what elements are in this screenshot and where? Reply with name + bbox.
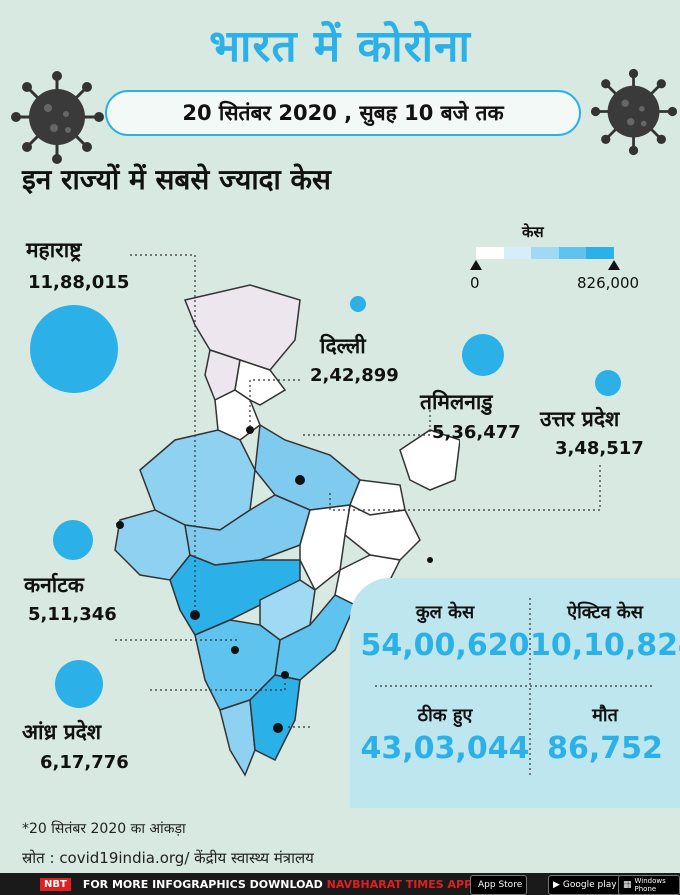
app-store-label: App Store — [478, 880, 523, 890]
date-text: 20 सितंबर 2020 , सुबह 10 बजे तक — [182, 101, 504, 125]
total-cases-value: 54,00,620 — [360, 628, 530, 663]
state-name-karnataka: कर्नाटक — [24, 573, 84, 597]
state-cases-karnataka: 5,11,346 — [28, 604, 117, 625]
total-cases-label: कुल केस — [415, 602, 475, 623]
footer-app-name[interactable]: NAVBHARAT TIMES APP — [326, 877, 473, 891]
bubble-delhi — [350, 296, 366, 312]
legend-swatch — [503, 247, 532, 259]
page-title: भारत में कोरोना — [209, 21, 471, 72]
state-name-uttar-pradesh: उत्तर प्रदेश — [540, 407, 620, 431]
virus-icon — [11, 71, 104, 164]
recovered-value: 43,03,044 — [360, 731, 530, 766]
nbt-logo[interactable]: NBT — [40, 877, 71, 891]
legend-swatch — [558, 247, 587, 259]
footer-promo: FOR MORE INFOGRAPHICS DOWNLOAD NAVBHARAT… — [83, 878, 472, 891]
state-name-tamilnadu: तमिलनाडु — [420, 390, 493, 414]
google-play-label: Google play — [562, 880, 617, 890]
windows-phone-badge[interactable]: ▦ Windows Phone — [618, 875, 680, 895]
state-name-delhi: दिल्ली — [320, 334, 366, 358]
india-map — [114, 284, 460, 777]
legend-markers — [470, 260, 620, 270]
national-stats-panel: कुल केस 54,00,620 ऐक्टिव केस 10,10,824 ठ… — [350, 578, 680, 808]
stats-dividers — [375, 598, 655, 778]
state-cases-uttar-pradesh: 3,48,517 — [555, 438, 644, 459]
legend-swatch — [586, 247, 614, 259]
legend-min-label: 0 — [470, 274, 480, 292]
active-cases-label: ऐक्टिव केस — [567, 602, 643, 623]
bubble-uttar-pradesh — [595, 370, 621, 396]
bubble-karnataka — [53, 520, 93, 560]
state-cases-tamilnadu: 5,36,477 — [432, 422, 521, 443]
play-icon: ▶ — [553, 880, 560, 890]
google-play-badge[interactable]: ▶ Google play — [548, 875, 622, 895]
windows-icon: ▦ — [623, 880, 632, 890]
legend-color-scale — [476, 247, 614, 259]
deaths-value: 86,752 — [547, 731, 663, 766]
bubble-tamilnadu — [462, 334, 504, 376]
section-subtitle: इन राज्यों में सबसे ज्यादा केस — [22, 163, 331, 196]
legend-swatch — [531, 247, 559, 259]
legend-swatch — [476, 247, 504, 259]
deaths-label: मौत — [592, 705, 618, 726]
legend-title: केस — [522, 223, 544, 241]
active-cases-value: 10,10,824 — [530, 628, 680, 663]
bubble-maharashtra — [30, 305, 118, 393]
state-cases-maharashtra: 11,88,015 — [28, 272, 130, 293]
legend-max-label: 826,000 — [577, 274, 640, 292]
bubble-andhra-pradesh — [55, 660, 103, 708]
footnote: *20 सितंबर 2020 का आंकड़ा — [22, 821, 186, 837]
recovered-label: ठीक हुए — [417, 705, 473, 726]
state-name-maharashtra: महाराष्ट्र — [26, 238, 82, 262]
state-cases-andhra-pradesh: 6,17,776 — [40, 752, 129, 773]
date-banner: 20 सितंबर 2020 , सुबह 10 बजे तक — [105, 90, 581, 136]
windows-label: Windows Phone — [634, 877, 666, 893]
footer-promo-text: FOR MORE INFOGRAPHICS DOWNLOAD — [82, 877, 323, 891]
app-store-badge[interactable]: App Store — [470, 875, 528, 895]
state-name-andhra-pradesh: आंध्र प्रदेश — [22, 720, 102, 744]
source-line: स्रोत : covid19india.org/ केंद्रीय स्वास… — [22, 849, 314, 867]
virus-icon — [590, 68, 678, 156]
state-cases-delhi: 2,42,899 — [310, 365, 399, 386]
